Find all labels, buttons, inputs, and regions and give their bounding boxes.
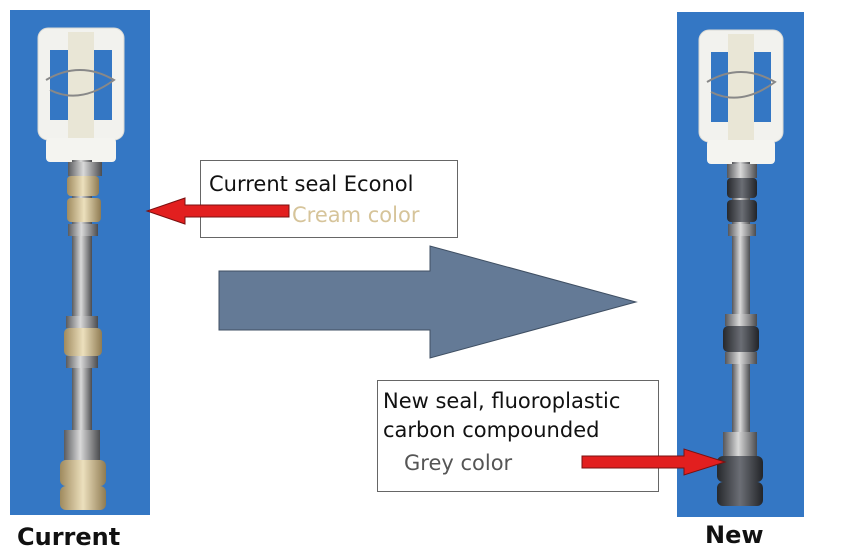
new-caption: New bbox=[705, 521, 764, 549]
new-seal-pointer-arrow bbox=[581, 448, 727, 476]
current-seal-title: Current seal Econol bbox=[209, 172, 414, 196]
new-seal-color-label: Grey color bbox=[404, 451, 513, 475]
new-shaft-illustration bbox=[698, 29, 784, 506]
current-seal-pointer-arrow bbox=[145, 197, 290, 225]
current-part-photo bbox=[10, 10, 150, 515]
current-caption: Current bbox=[17, 523, 121, 551]
new-seal-callout: New seal, fluoroplastic carbon compounde… bbox=[377, 380, 659, 492]
new-part-photo bbox=[677, 12, 804, 517]
new-seal-subtitle: carbon compounded bbox=[383, 418, 600, 442]
new-seal-title: New seal, fluoroplastic bbox=[383, 389, 621, 413]
current-seal-color-label: Cream color bbox=[292, 203, 420, 227]
current-seal-callout: Current seal Econol Cream color bbox=[200, 160, 458, 238]
current-shaft-illustration bbox=[37, 27, 125, 510]
